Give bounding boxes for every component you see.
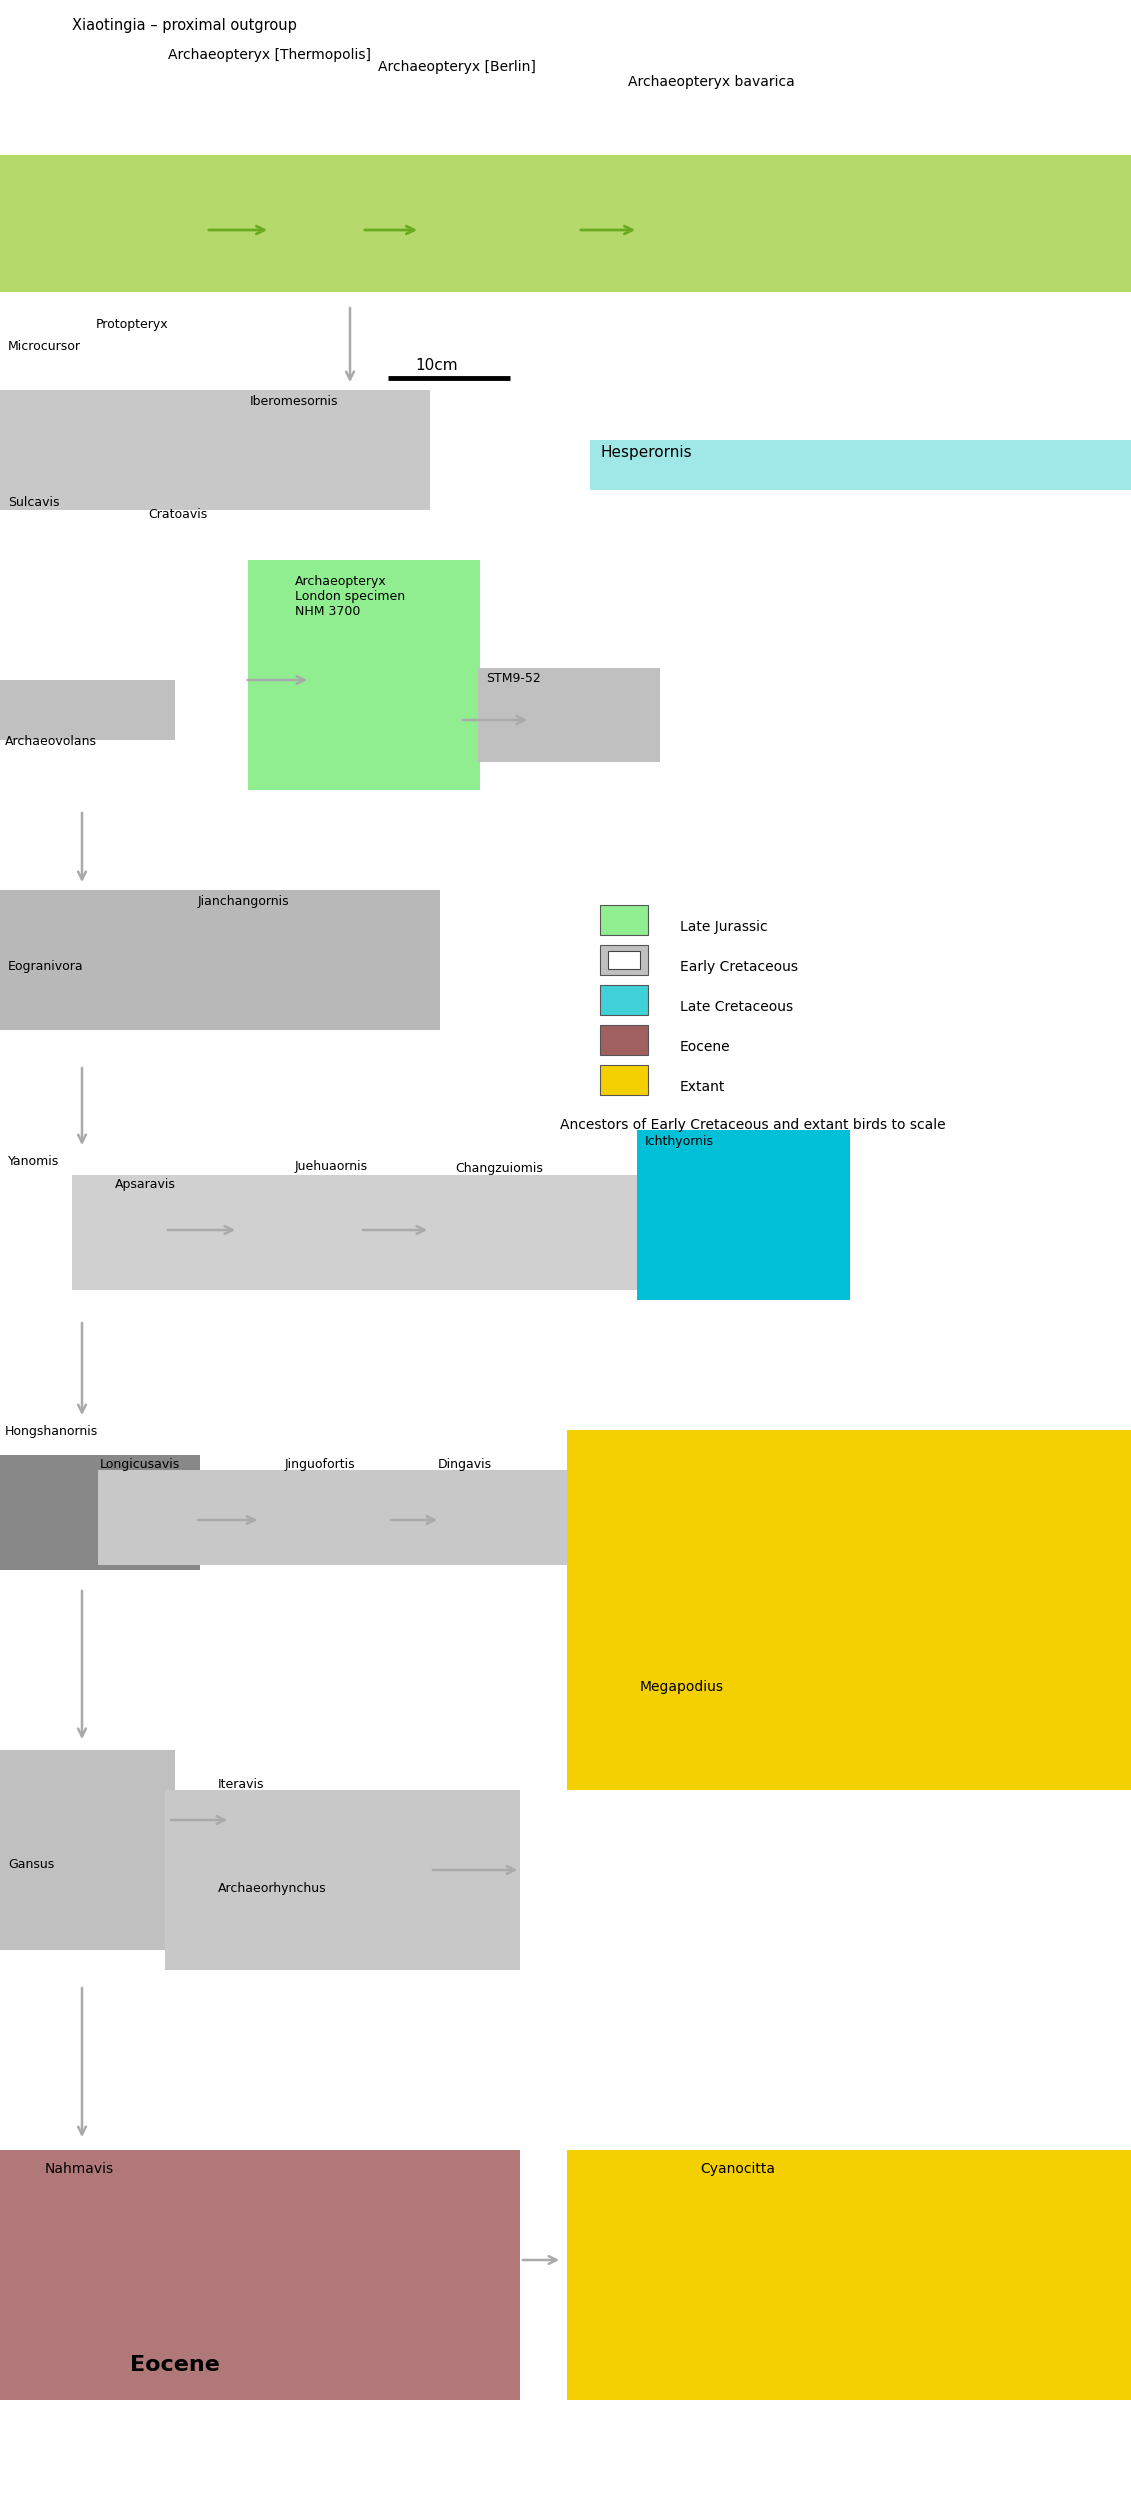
Text: Changzuiomis: Changzuiomis [455, 1162, 543, 1174]
Text: Archaeopteryx [Thermopolis]: Archaeopteryx [Thermopolis] [169, 48, 371, 63]
Bar [601, 945, 648, 975]
Bar [0, 391, 430, 509]
Bar [0, 680, 175, 741]
Text: Archaeopteryx
London specimen
NHM 3700: Archaeopteryx London specimen NHM 3700 [295, 575, 405, 617]
Text: Hongshanornis: Hongshanornis [5, 1424, 98, 1439]
Text: Archaeopteryx bavarica: Archaeopteryx bavarica [628, 76, 795, 88]
Text: Iteravis: Iteravis [218, 1779, 265, 1792]
Text: Apsaravis: Apsaravis [115, 1177, 176, 1192]
Text: Late Jurassic: Late Jurassic [680, 920, 768, 935]
Bar [601, 1066, 648, 1096]
Text: Gansus: Gansus [8, 1857, 54, 1870]
Bar [478, 668, 661, 761]
Text: Eocene: Eocene [130, 2356, 219, 2374]
Bar [98, 1469, 285, 1565]
Text: Jianchangornis: Jianchangornis [198, 895, 290, 907]
Text: Yanomis: Yanomis [8, 1154, 59, 1167]
Text: Archaeovolans: Archaeovolans [5, 736, 97, 748]
Bar [0, 890, 248, 1031]
Bar [195, 890, 440, 1031]
Text: Nahmavis: Nahmavis [45, 2162, 114, 2175]
Bar [0, 2150, 520, 2399]
Bar [0, 1454, 200, 1570]
Bar [165, 1789, 520, 1971]
Text: 10cm: 10cm [415, 358, 458, 373]
Text: Dingavis: Dingavis [438, 1459, 492, 1472]
Text: Eogranivora: Eogranivora [8, 960, 84, 973]
Text: Early Cretaceous: Early Cretaceous [680, 960, 798, 975]
Bar [0, 1749, 175, 1950]
Bar [72, 1174, 720, 1290]
Text: Sulcavis: Sulcavis [8, 496, 60, 509]
Bar [282, 1469, 470, 1565]
Bar [601, 985, 648, 1016]
Text: Cyanocitta: Cyanocitta [700, 2162, 775, 2175]
Bar [567, 2150, 1131, 2399]
Text: Jinguofortis: Jinguofortis [285, 1459, 355, 1472]
Bar [0, 156, 1131, 292]
Text: Extant: Extant [680, 1081, 725, 1094]
Bar [608, 950, 640, 970]
Text: Hesperornis: Hesperornis [601, 446, 692, 461]
Bar [435, 1469, 580, 1565]
Bar [248, 559, 480, 789]
Bar [601, 1026, 648, 1056]
Text: Megapodius: Megapodius [640, 1681, 724, 1693]
Text: Longicusavis: Longicusavis [100, 1459, 180, 1472]
Text: Archaeopteryx [Berlin]: Archaeopteryx [Berlin] [378, 60, 536, 73]
Text: Microcursor: Microcursor [8, 340, 81, 353]
Bar [567, 1429, 1131, 1789]
Text: Archaeorhynchus: Archaeorhynchus [218, 1882, 327, 1895]
Bar [601, 905, 648, 935]
Text: Eocene: Eocene [680, 1041, 731, 1053]
Text: Cratoavis: Cratoavis [148, 509, 207, 522]
Text: Xiaotingia – proximal outgroup: Xiaotingia – proximal outgroup [72, 18, 296, 33]
Text: STM9-52: STM9-52 [486, 673, 541, 685]
Text: Late Cretaceous: Late Cretaceous [680, 1000, 793, 1013]
Text: Ancestors of Early Cretaceous and extant birds to scale: Ancestors of Early Cretaceous and extant… [560, 1119, 946, 1131]
Text: Protopteryx: Protopteryx [96, 318, 169, 330]
Bar [637, 1129, 851, 1300]
Text: Juehuaornis: Juehuaornis [295, 1159, 368, 1172]
Text: Ichthyornis: Ichthyornis [645, 1134, 714, 1149]
Bar [590, 441, 1131, 489]
Text: Iberomesornis: Iberomesornis [250, 396, 338, 408]
